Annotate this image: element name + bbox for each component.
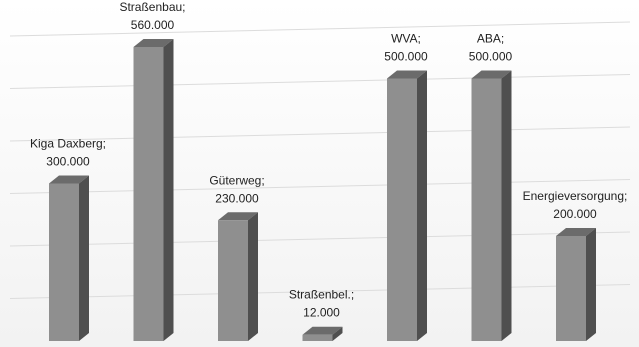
category-label: ABA;: [477, 32, 504, 46]
gridline: [9, 231, 631, 247]
bar-front-face: [471, 78, 502, 341]
value-label: 230.000: [215, 191, 259, 205]
category-label: Straßenbau;: [119, 0, 185, 14]
bar-front-face: [133, 47, 164, 341]
bar-top-face: [556, 228, 596, 236]
bar-top-face: [133, 39, 174, 47]
bar-2: [133, 39, 174, 341]
category-label: Straßenbel.;: [289, 288, 354, 302]
bar-front-face: [387, 78, 417, 341]
bar-top-face: [49, 175, 89, 184]
gridline: [9, 126, 631, 142]
category-label: Güterweg;: [209, 173, 264, 187]
bar-5: [387, 70, 427, 341]
bar-top-face: [387, 70, 427, 79]
bars: [49, 39, 596, 341]
bar-side-face: [163, 39, 174, 341]
bar-side-face: [586, 228, 596, 341]
value-label: 12.000: [303, 306, 340, 320]
bar-front-face: [49, 183, 79, 341]
bar-3: [218, 212, 258, 341]
value-label: 300.000: [46, 155, 90, 169]
gridline: [9, 21, 631, 37]
bar-4: [302, 326, 343, 341]
category-label: Kiga Daxberg;: [30, 137, 106, 151]
bar-top-face: [471, 70, 512, 79]
value-label: 200.000: [553, 207, 597, 221]
bar-front-face: [302, 334, 333, 341]
bar-7: [556, 228, 596, 341]
bar-top-face: [218, 212, 258, 221]
value-label: 500.000: [384, 50, 428, 64]
value-label: 560.000: [131, 18, 175, 32]
bar-side-face: [332, 326, 343, 341]
bar-side-face: [79, 175, 89, 341]
bar-1: [49, 175, 89, 341]
gridlines: [9, 21, 631, 299]
bar-side-face: [248, 212, 258, 341]
gridline: [9, 74, 631, 89]
value-label: 500.000: [469, 50, 513, 64]
category-label: WVA;: [391, 32, 421, 46]
category-label: Energieversorgung;: [523, 189, 628, 203]
gridline: [9, 284, 631, 299]
bar-side-face: [501, 70, 512, 341]
bar-front-face: [218, 220, 248, 341]
data-labels: Kiga Daxberg; 300.000 Straßenbau; 560.000 Gü…: [30, 0, 627, 320]
gridline: [9, 179, 631, 194]
bar-top-face: [302, 326, 343, 335]
bar-front-face: [556, 236, 586, 341]
bar-6: [471, 70, 512, 341]
bar-side-face: [417, 70, 427, 341]
